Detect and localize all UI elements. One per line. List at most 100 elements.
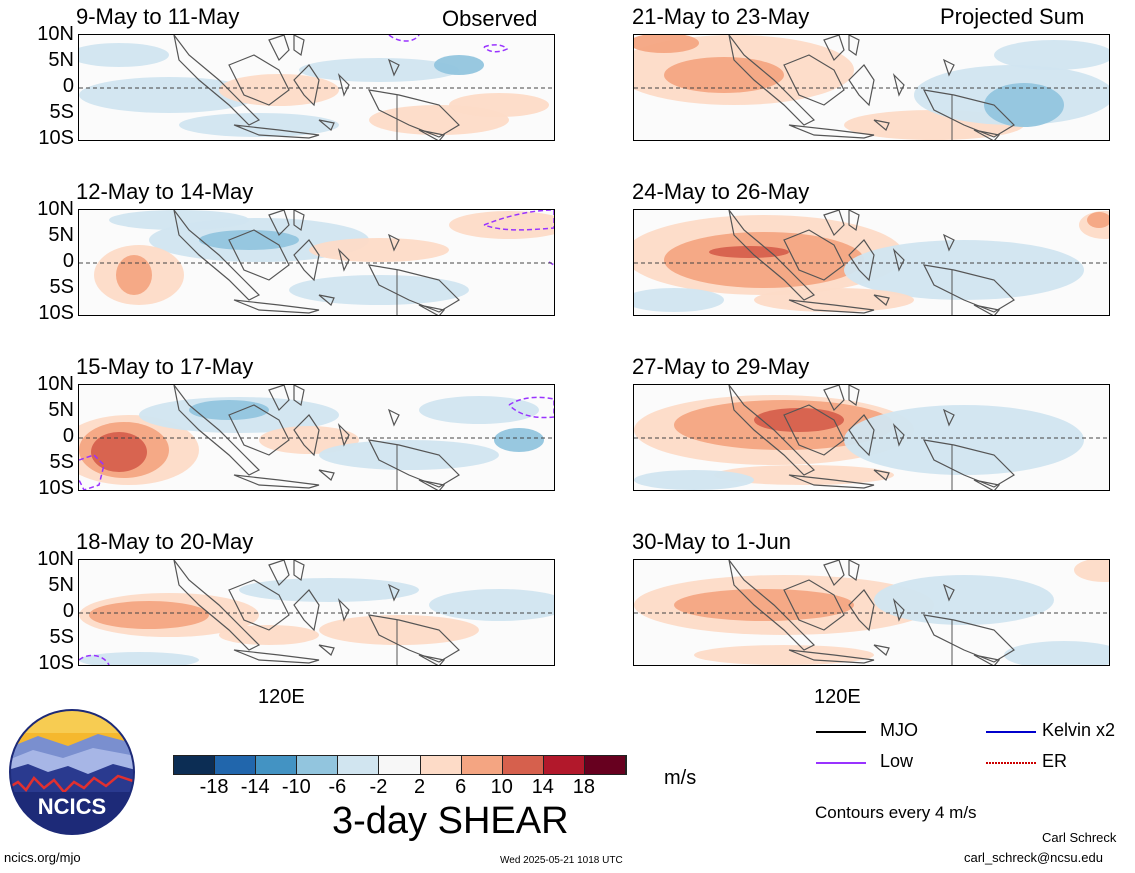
heatmap-field <box>634 385 1109 490</box>
coastline <box>367 614 460 663</box>
coastline <box>318 294 335 306</box>
heatmap-field <box>634 560 1109 665</box>
shear-region <box>179 113 339 137</box>
coastline <box>293 239 320 282</box>
coastline <box>268 560 290 587</box>
chart-title: 3-day SHEAR <box>332 800 569 842</box>
low-contour <box>388 35 420 42</box>
coastline <box>892 73 905 97</box>
shear-region <box>709 246 789 258</box>
coastline <box>873 469 890 481</box>
coastline <box>922 614 1015 663</box>
coastline <box>387 583 400 602</box>
panel-title-5: 21-May to 23-May <box>632 4 810 29</box>
colorbar-swatch <box>420 756 462 774</box>
legend-kelvin: Kelvin x2 <box>1042 720 1116 740</box>
coastline <box>387 58 400 77</box>
coastline <box>728 560 816 651</box>
coastline <box>233 299 320 314</box>
coastline <box>268 35 290 62</box>
panel-title-6: 24-May to 26-May <box>632 179 810 204</box>
author: Carl Schreck <box>1042 830 1117 845</box>
colorbar-tick-label: -10 <box>281 776 311 798</box>
low-contour <box>483 44 509 53</box>
y-tick-label: 10N <box>37 548 74 570</box>
coastline <box>173 385 261 476</box>
shear-region <box>319 440 499 470</box>
y-tick-label: 5N <box>48 399 74 421</box>
coastline <box>233 124 320 139</box>
colorbar-tick-label: 6 <box>455 776 467 798</box>
shear-region <box>449 211 554 239</box>
x-tick-left: 120E <box>258 686 305 708</box>
shear-region <box>754 288 914 312</box>
shear-region <box>844 405 1084 475</box>
colorbar-swatch <box>297 756 339 774</box>
coastline <box>922 439 1015 488</box>
heatmap-field <box>79 385 554 490</box>
shear-region <box>664 232 864 288</box>
low-contour <box>79 654 110 665</box>
coastline <box>788 649 875 664</box>
heatmap-field <box>634 35 1109 140</box>
coastline <box>942 583 955 602</box>
coastline <box>728 35 816 126</box>
y-tick-label: 10N <box>37 373 74 395</box>
coastline <box>848 64 875 107</box>
coastline <box>367 89 460 138</box>
coastline <box>973 129 1001 140</box>
shear-region <box>319 615 479 645</box>
colorbar-tick-label: 14 <box>531 776 554 798</box>
ncics-logo-icon: NCICS <box>9 709 135 835</box>
coastline <box>233 649 320 664</box>
shear-region <box>239 578 419 602</box>
coastline <box>337 248 350 272</box>
y-tick-label: 10S <box>38 652 74 674</box>
heatmap-panel-8 <box>633 559 1110 666</box>
coastline <box>848 385 860 407</box>
coastline <box>783 229 845 281</box>
coastline <box>293 210 305 232</box>
colorbar-swatch <box>502 756 544 774</box>
shear-region <box>189 400 269 420</box>
coastline <box>268 385 290 412</box>
colorbar-swatch <box>256 756 298 774</box>
colorbar-swatch <box>379 756 421 774</box>
site-link[interactable]: ncics.org/mjo <box>4 850 81 865</box>
shear-region <box>79 43 169 67</box>
y-tick-label: 0 <box>62 600 74 622</box>
coastline <box>922 264 1015 313</box>
coastline <box>418 129 446 140</box>
coastline <box>783 579 845 631</box>
shear-region <box>634 470 754 490</box>
shear-region <box>419 396 539 424</box>
y-tick-label: 5S <box>49 101 74 123</box>
coastline <box>942 233 955 252</box>
coastline <box>228 404 290 456</box>
heatmap-panel-4 <box>78 559 555 666</box>
colorbar-tick-label: 10 <box>490 776 513 798</box>
coastline <box>848 210 860 232</box>
colorbar-tick-label: -18 <box>199 776 229 798</box>
coastline <box>293 385 305 407</box>
shear-region <box>874 575 1054 625</box>
coastline <box>848 35 860 57</box>
legend-low: Low <box>880 751 914 771</box>
coastline <box>387 233 400 252</box>
coastline <box>318 469 335 481</box>
coastline <box>418 654 446 665</box>
colorbar-swatch <box>338 756 380 774</box>
heatmap-panel-6 <box>633 209 1110 316</box>
heatmap-field <box>634 210 1109 315</box>
coastline <box>367 264 460 313</box>
coastline <box>892 423 905 447</box>
coastline <box>293 35 305 57</box>
colorbar-units: m/s <box>664 767 697 789</box>
coastline <box>293 560 305 582</box>
coastline <box>973 304 1001 315</box>
coastline <box>873 294 890 306</box>
author-email[interactable]: carl_schreck@ncsu.edu <box>964 850 1103 865</box>
shear-region <box>79 77 259 113</box>
shear-region <box>289 275 469 305</box>
coastline <box>783 404 845 456</box>
